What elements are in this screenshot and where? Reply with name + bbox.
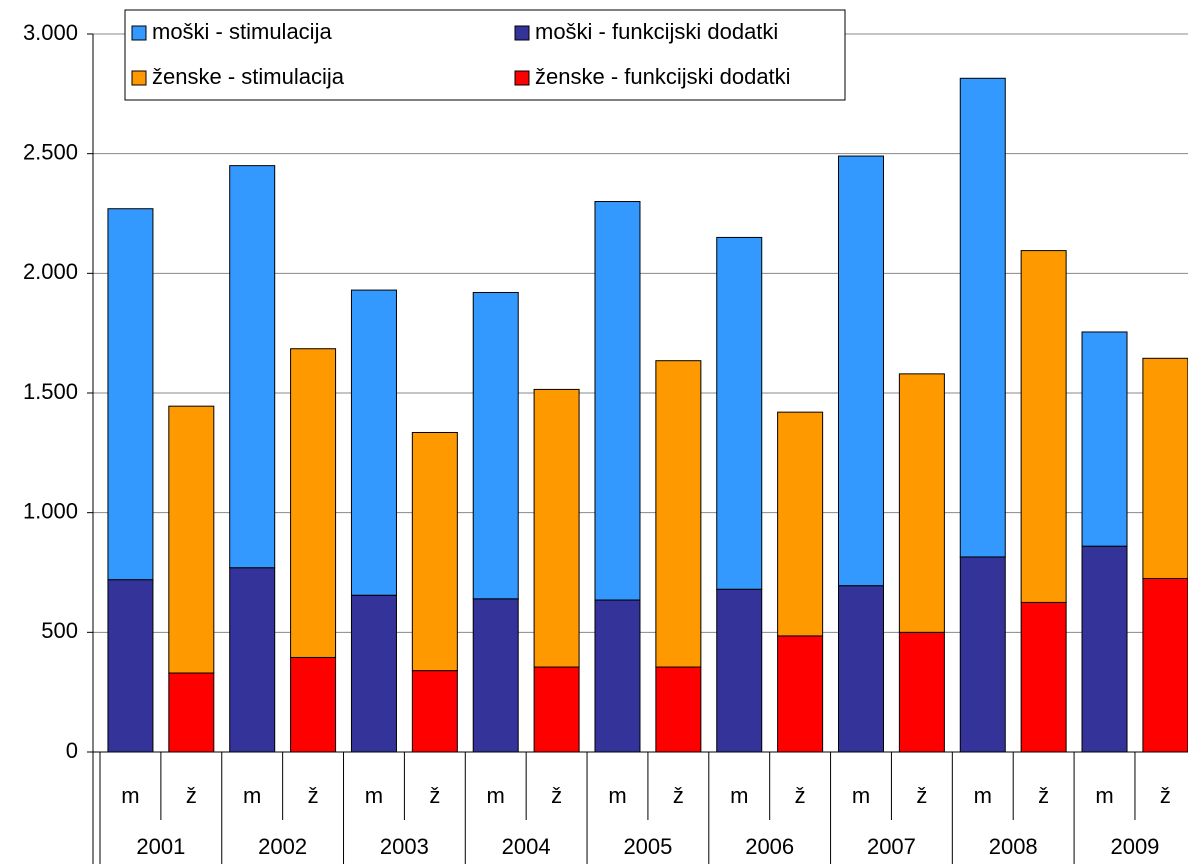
x-tick-label: ž [1160, 783, 1171, 808]
bar-segment [898, 631, 945, 753]
group-label: 2001 [136, 834, 185, 859]
bar-segment [1081, 545, 1128, 753]
bar-segment [594, 599, 641, 753]
bar-segment [533, 666, 580, 753]
x-tick-label: ž [186, 783, 197, 808]
bar-segment [959, 556, 1006, 753]
legend-swatch [131, 70, 147, 86]
x-tick-label: m [974, 783, 992, 808]
bar-segment [411, 670, 458, 753]
x-tick-label: ž [795, 783, 806, 808]
y-tick-label: 500 [41, 618, 78, 643]
y-tick-label: 1.000 [23, 498, 78, 523]
group-label: 2007 [867, 834, 916, 859]
x-tick-label: ž [916, 783, 927, 808]
legend-swatch [514, 70, 530, 86]
bar-segment [1081, 331, 1128, 547]
y-tick-label: 3.000 [23, 20, 78, 45]
x-tick-label: m [121, 783, 139, 808]
bar-segment [229, 165, 276, 569]
legend-label: ženske - stimulacija [152, 64, 345, 89]
bar-segment [411, 431, 458, 672]
bar-segment [898, 373, 945, 633]
bar-segment [290, 348, 337, 658]
x-tick-label: ž [1038, 783, 1049, 808]
bar-segment [1020, 601, 1067, 753]
x-tick-label: ž [673, 783, 684, 808]
x-tick-label: m [730, 783, 748, 808]
bar-segment [655, 360, 702, 668]
x-tick-label: ž [429, 783, 440, 808]
legend-label: ženske - funkcijski dodatki [535, 64, 791, 89]
legend-label: moški - funkcijski dodatki [535, 19, 778, 44]
bar-segment [1142, 357, 1188, 579]
legend-label: moški - stimulacija [152, 19, 332, 44]
x-tick-label: ž [551, 783, 562, 808]
y-tick-label: 2.000 [23, 259, 78, 284]
bar-segment [533, 388, 580, 668]
bar-segment [777, 635, 824, 753]
bar-segment [959, 77, 1006, 558]
bar-segment [838, 155, 884, 587]
x-tick-label: m [243, 783, 261, 808]
legend-swatch [514, 25, 530, 41]
y-tick-label: 0 [66, 738, 78, 763]
legend-swatch [131, 25, 147, 41]
x-tick-label: m [852, 783, 870, 808]
bar-segment [229, 567, 276, 753]
group-label: 2006 [745, 834, 794, 859]
group-label: 2004 [502, 834, 551, 859]
bar-segment [168, 405, 215, 674]
x-tick-label: m [365, 783, 383, 808]
bar-segment [350, 289, 397, 596]
bar-segment [290, 656, 337, 753]
bar-segment [350, 594, 397, 753]
bar-segment [777, 411, 824, 637]
bar-segment [107, 208, 154, 581]
bar-segment [716, 236, 763, 590]
bar-segment [716, 588, 763, 753]
group-label: 2003 [380, 834, 429, 859]
bar-segment [107, 579, 154, 753]
bar-segment [168, 672, 215, 753]
bar-segment [594, 201, 641, 601]
bar-segment [472, 291, 519, 600]
bar-segment [655, 666, 702, 753]
bar-segment [1020, 250, 1067, 603]
x-tick-label: m [487, 783, 505, 808]
x-tick-label: ž [308, 783, 319, 808]
x-tick-label: m [608, 783, 626, 808]
group-label: 2009 [1110, 834, 1159, 859]
bar-segment [472, 598, 519, 753]
bar-segment [838, 585, 884, 753]
group-label: 2008 [989, 834, 1038, 859]
legend-box [124, 9, 846, 101]
group-label: 2005 [623, 834, 672, 859]
y-tick-label: 1.500 [23, 379, 78, 404]
bar-segment [1142, 577, 1188, 753]
group-label: 2002 [258, 834, 307, 859]
x-tick-label: m [1095, 783, 1113, 808]
y-tick-label: 2.500 [23, 139, 78, 164]
